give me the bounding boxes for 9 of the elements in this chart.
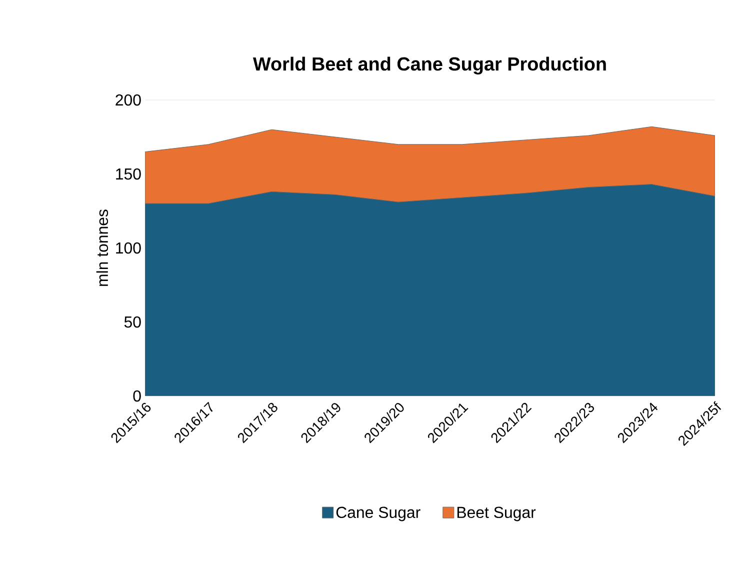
chart-title: World Beet and Cane Sugar Production [252, 56, 606, 74]
legend-label: Cane Sugar [336, 506, 420, 522]
y-tick-label: 50 [124, 316, 141, 328]
y-tick-label: 0 [133, 390, 141, 402]
y-tick-label: 100 [116, 242, 141, 254]
y-tick-label: 150 [116, 168, 141, 180]
y-tick-label: 200 [116, 94, 141, 106]
legend-label: Beet Sugar [457, 506, 536, 522]
y-axis-title: mln tonnes [96, 210, 108, 286]
